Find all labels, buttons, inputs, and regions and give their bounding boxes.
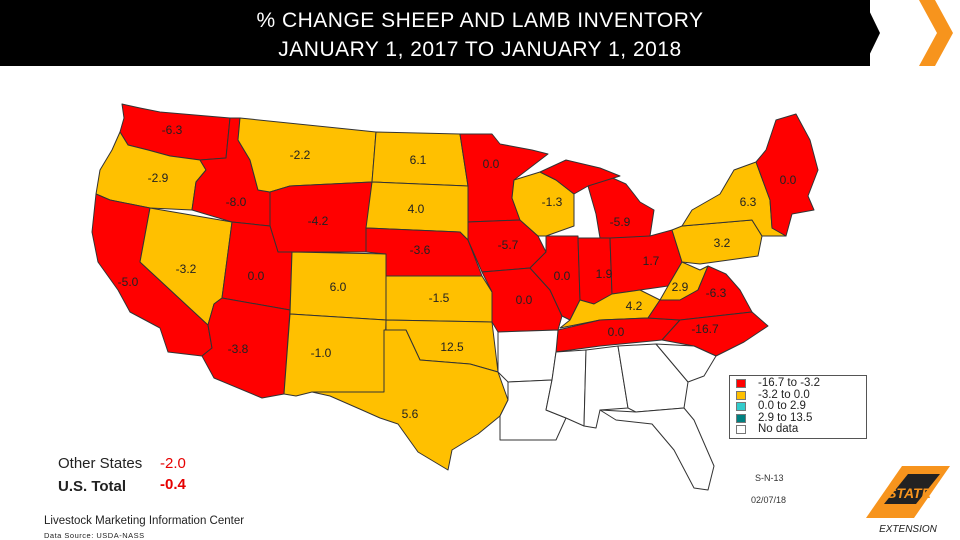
legend-label: -16.7 to -3.2 (758, 377, 821, 390)
label-indiana: 1.9 (596, 267, 613, 281)
legend-swatch (736, 390, 746, 400)
label-wisconsin: -1.3 (542, 195, 563, 209)
legend-swatch (736, 413, 746, 423)
other-states-value: -2.0 (160, 455, 186, 472)
chevron-right-icon-accent[interactable] (915, 0, 957, 66)
legend-item: -16.7 to -3.2 (736, 378, 866, 390)
state-texas[interactable] (311, 329, 509, 471)
title-banner (0, 0, 870, 66)
state-michigan-upper[interactable] (539, 159, 621, 195)
us-total-value: -0.4 (160, 476, 186, 493)
data-source: Data Source: USDA-NASS (44, 531, 145, 540)
label-ohio: 1.7 (643, 254, 660, 268)
legend-label: -3.2 to 0.0 (758, 388, 810, 401)
label-tennessee: 0.0 (608, 325, 625, 339)
state-virginia[interactable] (647, 265, 753, 321)
legend-item: -3.2 to 0.0 (736, 388, 866, 402)
label-virginia: -6.3 (706, 286, 727, 300)
label-iowa: -5.7 (498, 238, 519, 252)
state-new-mexico[interactable] (283, 313, 387, 397)
label-south-dakota: 4.0 (408, 202, 425, 216)
legend-label: 0.0 to 2.9 (758, 400, 806, 413)
legend-swatch (736, 425, 746, 435)
other-states-label: Other States (58, 455, 143, 472)
label-montana: -2.2 (290, 148, 311, 162)
label-utah: 0.0 (248, 269, 265, 283)
map-title-line-1: % CHANGE SHEEP AND LAMB INVENTORY (256, 9, 704, 32)
chart-date: 02/07/18 (751, 495, 787, 505)
label-oklahoma: 12.5 (440, 340, 464, 354)
osu-extension-logo: STATE EXTENSION (866, 466, 950, 535)
label-idaho: -8.0 (226, 195, 247, 209)
label-nebraska: -3.6 (410, 243, 431, 257)
label-west-virginia: 2.9 (672, 280, 689, 294)
map-title-line-2: JANUARY 1, 2017 TO JANUARY 1, 2018 (278, 38, 682, 61)
us-total-label: U.S. Total (58, 478, 127, 495)
label-missouri: 0.0 (516, 293, 533, 307)
state-new-england[interactable] (755, 113, 819, 237)
legend-label: 2.9 to 13.5 (758, 411, 813, 424)
legend-item: 0.0 to 2.9 (736, 401, 866, 413)
state-florida[interactable] (599, 407, 715, 491)
label-arizona: -3.8 (228, 342, 249, 356)
label-new-england: 0.0 (780, 173, 797, 187)
organization-credit: Livestock Marketing Information Center (44, 515, 245, 527)
label-texas: 5.6 (402, 407, 419, 421)
state-value-labels: -6.3 -2.9 -5.0 -3.2 -8.0 -2.2 -4.2 0.0 -… (118, 123, 797, 421)
label-new-york: 6.3 (740, 195, 757, 209)
state-michigan[interactable] (587, 175, 655, 241)
label-washington: -6.3 (162, 123, 183, 137)
label-north-carolina: -16.7 (691, 322, 719, 336)
logo-wordmark: STATE (887, 485, 931, 501)
title-banner-arrow (864, 0, 880, 66)
label-nevada: -3.2 (176, 262, 197, 276)
state-south-carolina[interactable] (655, 343, 717, 383)
label-oregon: -2.9 (148, 171, 169, 185)
label-california: -5.0 (118, 275, 139, 289)
legend-swatch (736, 379, 746, 389)
chart-code: S-N-13 (755, 473, 784, 483)
label-minnesota: 0.0 (483, 157, 500, 171)
label-kansas: -1.5 (429, 291, 450, 305)
label-north-dakota: 6.1 (410, 153, 427, 167)
label-kentucky: 4.2 (626, 299, 643, 313)
label-wyoming: -4.2 (308, 214, 329, 228)
label-pennsylvania: 3.2 (714, 236, 731, 250)
legend-swatch (736, 402, 746, 412)
label-colorado: 6.0 (330, 280, 347, 294)
logo-subtext: EXTENSION (879, 524, 938, 535)
label-michigan: -5.9 (610, 215, 631, 229)
label-new-mexico: -1.0 (311, 346, 332, 360)
chevron-right-icon[interactable] (875, 0, 917, 66)
legend-item: No data (736, 424, 866, 436)
state-north-carolina[interactable] (661, 311, 769, 357)
legend-label: No data (758, 423, 799, 436)
legend-item: 2.9 to 13.5 (736, 411, 866, 425)
map-legend: -16.7 to -3.2 -3.2 to 0.0 0.0 to 2.9 2.9… (729, 375, 867, 439)
state-arkansas[interactable] (497, 329, 559, 383)
label-illinois: 0.0 (554, 269, 571, 283)
